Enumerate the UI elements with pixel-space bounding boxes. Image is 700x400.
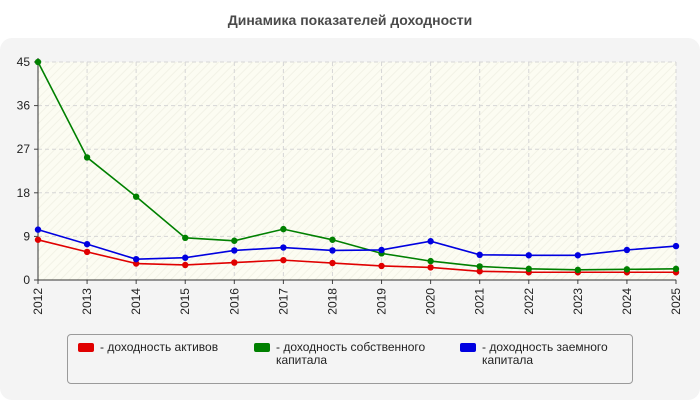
x-tick-label: 2016 — [227, 288, 241, 315]
series-line-2 — [37, 228, 677, 260]
y-tick-label: 0 — [23, 273, 30, 287]
data-point-2 — [34, 226, 42, 233]
data-point-2 — [427, 238, 434, 245]
data-point-1 — [525, 265, 532, 273]
data-point-1 — [34, 58, 42, 66]
data-point-2 — [378, 246, 385, 254]
axes: 0 9 18 27 36 45 2012 2013 2014 2015 2016 2017 2018 20… — [17, 55, 683, 315]
data-point-1 — [574, 266, 582, 274]
y-tick-label: 45 — [17, 55, 31, 69]
x-tick-label: 2012 — [31, 288, 45, 315]
data-point-2 — [231, 247, 238, 254]
x-tick-label: 2021 — [473, 288, 487, 315]
x-tick-label: 2015 — [178, 288, 192, 315]
y-tick-label: 27 — [17, 142, 31, 156]
data-point-2 — [623, 246, 631, 254]
data-point-1 — [672, 265, 680, 273]
x-tick-label: 2018 — [325, 288, 339, 315]
legend: - доходность активов - доходность собств… — [67, 334, 633, 384]
data-point-2 — [574, 252, 582, 259]
x-tick-label: 2023 — [571, 288, 585, 315]
y-tick-label: 36 — [17, 99, 31, 113]
data-point-2 — [525, 252, 532, 259]
data-point-1 — [83, 154, 91, 161]
legend-label-equity: - доходность собственного капитала — [276, 340, 426, 367]
data-point-2 — [132, 255, 140, 263]
y-tick-label: 18 — [17, 186, 31, 200]
series-line-1 — [37, 61, 677, 271]
data-point-2 — [672, 242, 680, 250]
data-point-2 — [329, 247, 336, 254]
data-point-0 — [182, 261, 189, 269]
data-point-0 — [427, 264, 434, 271]
data-point-1 — [182, 234, 189, 242]
data-point-1 — [231, 237, 238, 244]
data-point-0 — [34, 236, 42, 243]
data-point-2 — [83, 240, 91, 248]
series-line-0 — [37, 239, 676, 274]
legend-swatch-assets — [78, 343, 94, 352]
x-tick-label: 2025 — [669, 288, 683, 315]
x-tick-label: 2024 — [620, 288, 634, 315]
legend-swatch-debt — [460, 343, 476, 352]
data-point-0 — [329, 259, 336, 267]
data-point-1 — [329, 236, 336, 243]
legend-label-assets: - доходность активов — [100, 340, 219, 354]
data-point-1 — [476, 263, 483, 270]
data-point-1 — [623, 266, 631, 273]
x-tick-label: 2019 — [375, 288, 389, 315]
x-tick-label: 2014 — [129, 288, 143, 315]
data-point-2 — [280, 244, 287, 251]
data-point-2 — [476, 251, 483, 259]
data-point-0 — [83, 248, 91, 256]
grid — [38, 61, 677, 280]
data-point-1 — [280, 225, 287, 233]
data-point-1 — [132, 193, 140, 200]
x-tick-label: 2020 — [424, 288, 438, 315]
data-point-0 — [280, 256, 287, 264]
data-point-0 — [231, 259, 238, 266]
series — [34, 58, 680, 276]
x-tick-label: 2022 — [522, 288, 536, 315]
data-point-0 — [476, 268, 483, 275]
x-tick-label: 2017 — [276, 288, 290, 315]
legend-label-debt: - доходность заемного капитала — [482, 340, 608, 367]
chart-title: Динамика показателей доходности — [227, 12, 473, 28]
plot-area — [38, 62, 676, 280]
data-point-0 — [378, 262, 385, 270]
data-point-1 — [427, 257, 434, 265]
y-tick-label: 9 — [23, 229, 30, 243]
data-point-2 — [182, 254, 189, 261]
x-tick-label: 2013 — [80, 288, 94, 315]
legend-swatch-equity — [254, 343, 270, 352]
